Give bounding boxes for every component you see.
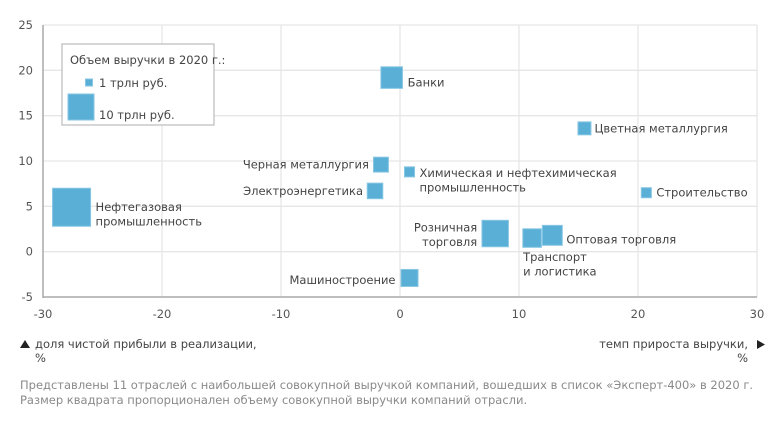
data-square [400, 268, 419, 287]
data-square [403, 166, 416, 178]
point-label: и логистика [523, 265, 597, 279]
y-tick-label: 20 [18, 63, 33, 77]
footnote-2: Размер квадрата пропорционален объему со… [20, 393, 527, 407]
y-tick-label: 10 [18, 154, 33, 168]
y-tick-label: 0 [26, 245, 33, 259]
legend: Объем выручки в 2020 г.: 1 трлн руб. 10 … [61, 43, 225, 126]
data-square [380, 66, 403, 89]
point-label: Химическая и нефтехимическая [420, 166, 617, 180]
right-triangle-icon [757, 340, 765, 349]
point-label: промышленность [420, 180, 527, 194]
legend-swatch-1 [85, 78, 93, 87]
x-tick-label: 0 [396, 307, 403, 321]
x-tick-label: -10 [272, 307, 291, 321]
x-tick-label: 20 [631, 307, 646, 321]
point-label: промышленность [96, 215, 203, 229]
point-label: Розничная [414, 221, 477, 235]
x-axis-label-line1: темп прироста выручки, [599, 337, 748, 351]
x-axis-label-line2: % [737, 351, 748, 365]
y-axis-label-line1: доля чистой прибыли в реализации, [35, 337, 257, 351]
data-square [52, 187, 92, 227]
point-label: Оптовая торговля [566, 232, 676, 246]
y-tick-label: 25 [18, 18, 33, 32]
data-square [577, 121, 592, 136]
point-label: Банки [408, 76, 445, 90]
data-square [541, 224, 563, 246]
x-tick-label: 10 [512, 307, 527, 321]
y-axis-label: доля чистой прибыли в реализации, % [20, 337, 257, 365]
point-label: Цветная металлургия [594, 121, 727, 135]
footnote-1: Представлены 11 отраслей с наибольшей со… [20, 378, 753, 392]
y-tick-label: -5 [22, 290, 33, 304]
data-square [373, 156, 389, 173]
y-tick-label: 5 [26, 199, 33, 213]
legend-label-10: 10 трлн руб. [99, 108, 175, 122]
data-square [481, 219, 509, 248]
x-tick-label: 30 [750, 307, 765, 321]
point-label: Машиностроение [289, 273, 395, 287]
x-axis-label: темп прироста выручки, % [599, 337, 765, 365]
point-label: Нефтегазовая [96, 200, 182, 214]
y-tick-label: 15 [18, 109, 33, 123]
point-label: Транспорт [522, 250, 587, 264]
point-label: Электроэнергетика [243, 184, 363, 198]
point-label: Черная металлургия [243, 158, 369, 172]
data-square [640, 187, 652, 199]
y-axis-label-line2: % [35, 351, 46, 365]
data-square [366, 182, 384, 200]
legend-label-1: 1 трлн руб. [99, 76, 167, 90]
data-square [522, 228, 542, 248]
point-label: Строительство [656, 186, 747, 200]
tick-labels: -5 0 5 10 15 20 25 -30 -20 -10 0 10 20 30 [18, 18, 764, 321]
legend-title: Объем выручки в 2020 г.: [70, 53, 225, 67]
x-tick-label: -30 [34, 307, 53, 321]
up-triangle-icon [20, 340, 30, 348]
x-tick-label: -20 [153, 307, 172, 321]
point-label: торговля [422, 235, 477, 249]
legend-swatch-10 [67, 93, 95, 121]
